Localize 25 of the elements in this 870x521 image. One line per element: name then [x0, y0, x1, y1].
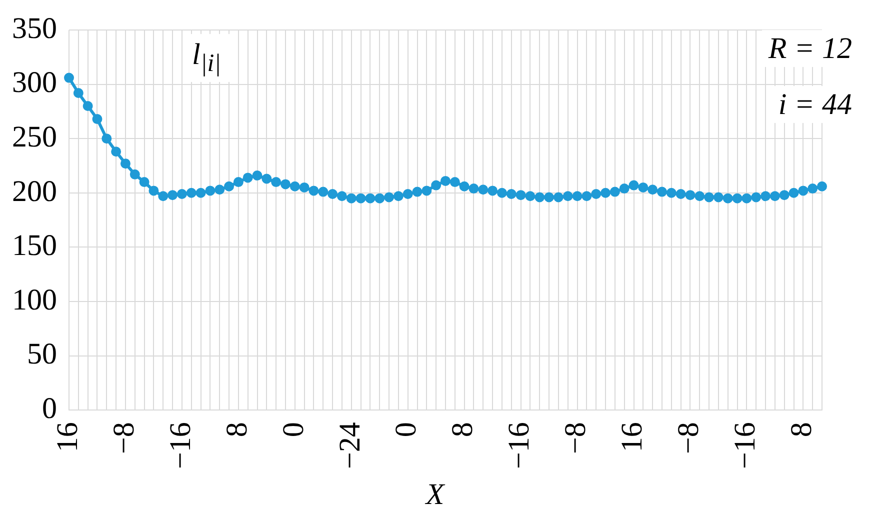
annotation: R = 12	[762, 30, 858, 67]
y-tick-label: 300	[12, 66, 57, 100]
x-tick-label: 16	[616, 422, 649, 452]
y-tick-label: 200	[12, 174, 57, 208]
annotation: i = 44	[772, 86, 858, 123]
x-tick-label: −16	[728, 422, 762, 470]
x-tick-label: −16	[502, 422, 536, 470]
x-tick-label: −8	[559, 422, 592, 454]
x-tick-label: 16	[50, 422, 84, 452]
x-tick-label: 8	[220, 422, 254, 438]
annotation: l$_{|i|}$	[184, 34, 232, 82]
x-tick-label: −24	[333, 422, 366, 470]
x-tick-label: 8	[785, 422, 818, 438]
y-tick-label: 250	[12, 120, 57, 154]
x-tick-label: 0	[390, 422, 423, 438]
x-tick-label: −8	[672, 422, 706, 454]
y-tick-label: 100	[12, 283, 57, 316]
y-tick-label: 150	[12, 229, 57, 262]
x-tick-label: −16	[164, 422, 197, 470]
y-tick-label: 50	[27, 338, 57, 371]
x-tick-label: 0	[276, 422, 310, 438]
x-tick-label: 8	[446, 422, 480, 438]
y-tick-label: 350	[12, 12, 57, 45]
x-axis-title: X	[424, 478, 446, 512]
x-tick-label: −8	[107, 422, 140, 454]
